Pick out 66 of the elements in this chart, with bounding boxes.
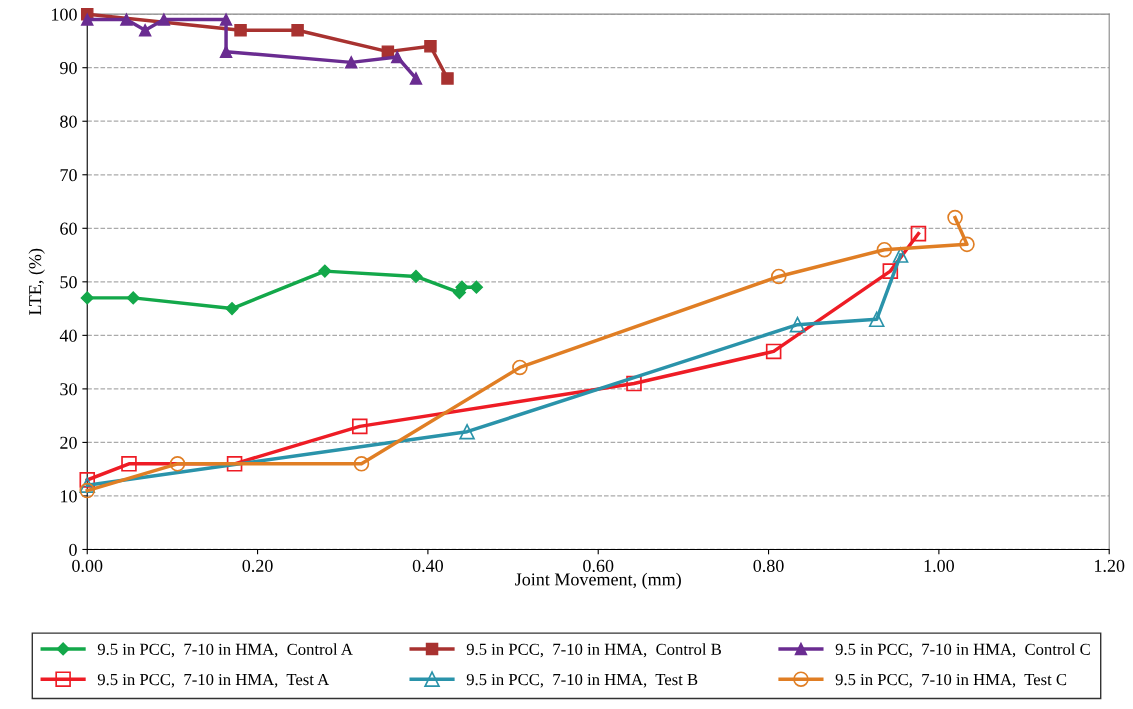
point [512,359,528,376]
point [79,482,96,499]
legend-label: 9.5 in PCC, 7-10 in HMA, Test B [466,673,698,688]
point [882,263,899,279]
y-tick-label: 50 [60,276,77,289]
point [138,23,152,37]
point [126,291,140,305]
point [441,72,454,85]
y-tick-label: 30 [60,383,77,396]
y-tick-label: 0 [69,543,77,556]
point [626,375,642,392]
point [291,23,304,37]
legend-label: 9.5 in PCC, 7-10 in HMA, Control B [466,643,721,658]
y-tick-label: 10 [61,490,77,503]
point [947,209,963,226]
point [959,236,975,253]
y-tick-label: 70 [60,169,77,182]
point [892,247,909,263]
point [459,423,475,440]
y-tick-label: 40 [59,329,77,342]
x-tick-label: 0.40 [412,559,444,572]
point [226,456,243,472]
x-tick-label: 1.20 [1095,559,1125,572]
point [120,13,133,26]
point [79,477,96,494]
point [789,316,806,333]
point [121,456,137,472]
legend-label: 9.5 in PCC, 7-10 in HMA, Control C [835,643,1090,658]
x-tick-label: 0.20 [242,559,273,572]
point [390,50,404,64]
legend-label: 9.5 in PCC, 7-10 in HMA, Control A [97,643,353,658]
x-tick-label: 1.00 [924,559,954,572]
point [424,40,437,53]
point [169,456,186,472]
y-tick-label: 20 [60,436,77,449]
point [79,472,96,488]
point [344,56,358,69]
point [765,343,782,360]
point [318,264,332,278]
point [469,280,484,294]
point [409,72,423,85]
x-tick-label: 0.80 [753,559,784,572]
point [234,23,247,37]
point [770,268,787,285]
point [157,13,171,26]
point [80,13,94,26]
point [351,418,368,435]
legend-label: 9.5 in PCC, 7-10 in HMA, Test A [97,673,330,688]
point [219,45,233,58]
y-tick-label: 90 [60,61,77,75]
point [409,269,423,284]
point [910,225,927,242]
y-tick-label: 100 [52,8,77,21]
point [868,311,885,328]
point [219,13,233,26]
point [876,241,893,258]
point [353,456,370,472]
y-tick-label: 60 [60,222,77,235]
x-tick-label: 0.60 [583,559,614,572]
y-axis-title: LTE, (%) [28,248,45,316]
y-tick-label: 80 [60,115,77,128]
x-axis-title: Joint Movement, (mm) [515,572,681,590]
point [80,291,94,305]
legend-label: 9.5 in PCC, 7-10 in HMA, Test C [835,673,1067,688]
point [225,302,239,316]
x-tick-label: 0.00 [72,559,103,572]
